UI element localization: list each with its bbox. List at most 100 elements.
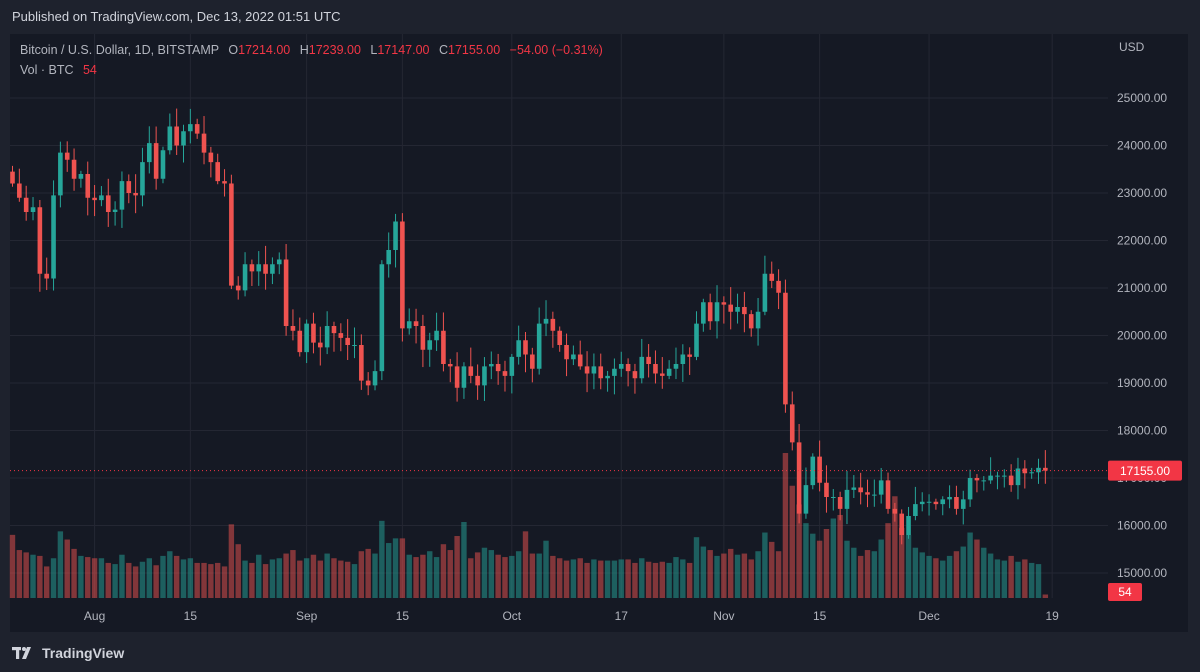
candle-body bbox=[468, 366, 474, 376]
candle-body bbox=[837, 497, 843, 509]
candle-body bbox=[359, 345, 364, 381]
low-value: 17147.00 bbox=[377, 43, 430, 57]
volume-bar bbox=[50, 558, 57, 598]
candle-body bbox=[64, 152, 70, 160]
volume-bar bbox=[823, 529, 830, 598]
volume-bar bbox=[344, 561, 351, 598]
candle-body bbox=[844, 489, 850, 509]
candle-body bbox=[707, 302, 713, 322]
volume-bar bbox=[454, 536, 460, 598]
candle-body bbox=[482, 366, 487, 386]
price-tick-label: 19000.00 bbox=[1117, 376, 1167, 390]
volume-bar bbox=[775, 551, 782, 598]
volume-bar bbox=[837, 514, 843, 598]
volume-bar bbox=[680, 559, 686, 598]
candle-body bbox=[318, 342, 323, 348]
volume-bar bbox=[673, 557, 679, 598]
candle-body bbox=[23, 197, 29, 212]
candle-body bbox=[153, 143, 159, 179]
volume-bar bbox=[235, 544, 241, 598]
time-tick-label: 19 bbox=[1046, 609, 1060, 623]
candle-body bbox=[276, 259, 282, 265]
volume-bar bbox=[892, 496, 898, 598]
volume-bar bbox=[509, 555, 515, 598]
time-tick-label: Sep bbox=[296, 609, 318, 623]
candle-body bbox=[365, 380, 371, 386]
chart-panel[interactable] bbox=[10, 34, 1188, 632]
change-value: −54.00 (−0.31%) bbox=[509, 43, 603, 57]
volume-bar bbox=[857, 555, 864, 598]
volume-bar bbox=[37, 555, 43, 598]
volume-bar bbox=[796, 504, 802, 598]
volume-bar bbox=[885, 523, 891, 598]
candle-body bbox=[878, 480, 884, 495]
volume-bar bbox=[358, 551, 365, 598]
volume-bar bbox=[707, 550, 713, 598]
candle-body bbox=[352, 345, 357, 346]
volume-bar bbox=[324, 553, 330, 598]
candle-body bbox=[913, 504, 918, 516]
volume-bar bbox=[981, 547, 987, 598]
candle-body bbox=[892, 508, 898, 514]
volume-bar bbox=[741, 553, 748, 598]
volume-bar bbox=[23, 552, 29, 598]
candle-body bbox=[748, 314, 754, 329]
candle-body bbox=[406, 321, 412, 329]
volume-bar bbox=[789, 485, 795, 598]
volume-bar bbox=[132, 566, 139, 598]
candle-body bbox=[256, 264, 262, 272]
candle-body bbox=[489, 364, 494, 367]
volume-bar bbox=[721, 553, 727, 598]
volume-bar bbox=[686, 562, 693, 598]
volume-bar bbox=[960, 546, 966, 598]
candle-body bbox=[372, 371, 378, 386]
volume-bar bbox=[256, 554, 262, 598]
volume-bar bbox=[30, 554, 36, 598]
volume-bar bbox=[392, 538, 399, 598]
high-key: H bbox=[299, 43, 309, 57]
volume-bar bbox=[249, 562, 255, 598]
low-key: L bbox=[370, 43, 378, 57]
volume-bar bbox=[570, 559, 577, 598]
time-tick-label: 15 bbox=[184, 609, 198, 623]
candle-body bbox=[311, 323, 316, 343]
candle-body bbox=[454, 366, 460, 388]
volume-bar bbox=[563, 560, 570, 598]
candles bbox=[10, 108, 1048, 545]
candle-body bbox=[666, 368, 672, 376]
chart-legend: Bitcoin / U.S. Dollar, 1D, BITSTAMP O172… bbox=[20, 40, 603, 80]
candle-body bbox=[229, 183, 234, 286]
volume-bar bbox=[242, 560, 248, 598]
candle-body bbox=[653, 364, 658, 374]
candle-body bbox=[906, 516, 911, 535]
price-tick-label: 24000.00 bbox=[1117, 139, 1167, 153]
volume-bar bbox=[912, 547, 919, 598]
candle-body bbox=[701, 302, 706, 324]
candle-body bbox=[502, 371, 508, 376]
tradingview-logo[interactable]: TradingView bbox=[12, 645, 124, 661]
volume-bar bbox=[652, 562, 659, 598]
candle-body bbox=[160, 150, 166, 179]
time-tick-label: 15 bbox=[813, 609, 827, 623]
currency-label[interactable]: USD bbox=[1119, 40, 1145, 54]
candle-body bbox=[1036, 467, 1041, 473]
candle-body bbox=[44, 273, 49, 279]
volume-bar bbox=[481, 547, 488, 598]
candle-body bbox=[550, 318, 556, 331]
volume-bar bbox=[112, 564, 118, 598]
volume-bar bbox=[515, 551, 522, 598]
volume-bar bbox=[502, 557, 508, 598]
candle-body bbox=[222, 181, 227, 184]
volume-bar bbox=[468, 558, 474, 598]
volume-bar bbox=[974, 539, 980, 598]
volume-bar bbox=[269, 559, 276, 598]
candle-body bbox=[263, 264, 268, 274]
volume-bar bbox=[262, 564, 269, 598]
volume-bar bbox=[755, 551, 761, 598]
candle-body bbox=[413, 321, 419, 326]
candle-body bbox=[721, 302, 727, 305]
volume-label[interactable]: Vol · BTC bbox=[20, 63, 74, 77]
time-tick-label: Nov bbox=[713, 609, 734, 623]
symbol-title[interactable]: Bitcoin / U.S. Dollar, 1D, BITSTAMP bbox=[20, 43, 219, 57]
